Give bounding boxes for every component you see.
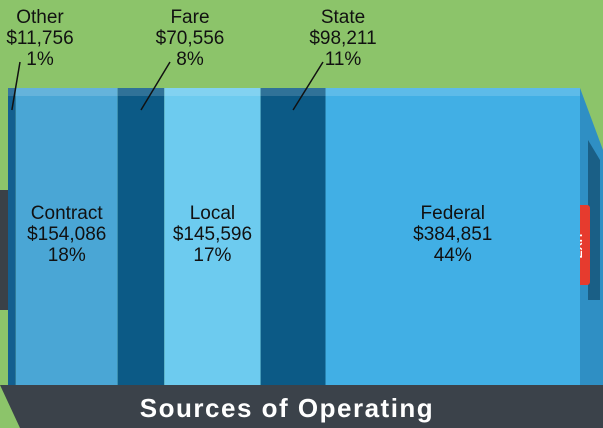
share-label: 44% bbox=[434, 245, 472, 266]
segments bbox=[8, 88, 580, 385]
segment-highlight bbox=[260, 88, 326, 96]
category-label: Federal bbox=[421, 203, 485, 224]
value-label: $384,851 bbox=[413, 224, 492, 245]
segment-highlight bbox=[15, 88, 118, 96]
category-label: Other bbox=[16, 7, 64, 28]
chart-title: Sources of Operating bbox=[140, 393, 434, 423]
segment-highlight bbox=[164, 88, 261, 96]
category-label: State bbox=[321, 7, 365, 28]
building-base bbox=[0, 385, 603, 428]
bar-segment bbox=[117, 88, 165, 385]
bar-segment bbox=[15, 88, 118, 385]
category-label: Fare bbox=[170, 7, 209, 28]
building-side-shade bbox=[588, 140, 600, 300]
share-label: 18% bbox=[48, 245, 86, 266]
share-label: 8% bbox=[176, 49, 204, 70]
category-label: Contract bbox=[31, 203, 104, 224]
share-label: 11% bbox=[325, 49, 362, 70]
share-label: 1% bbox=[26, 49, 54, 70]
value-label: $145,596 bbox=[173, 224, 252, 245]
segment-highlight bbox=[117, 88, 165, 96]
value-label: $11,756 bbox=[6, 28, 73, 49]
value-label: $98,211 bbox=[309, 28, 376, 49]
segment-highlight bbox=[8, 88, 16, 96]
category-label: Local bbox=[190, 203, 235, 224]
bar-segment bbox=[8, 88, 16, 385]
leader-line bbox=[11, 61, 21, 111]
leader-line bbox=[292, 61, 324, 111]
bar-segment bbox=[325, 88, 580, 385]
value-label: $154,086 bbox=[27, 224, 106, 245]
road-left bbox=[0, 190, 10, 310]
value-label: $70,556 bbox=[156, 28, 225, 49]
segment-highlight bbox=[325, 88, 580, 96]
bar-segment bbox=[260, 88, 326, 385]
bar-segment bbox=[164, 88, 261, 385]
leader-line bbox=[140, 61, 171, 111]
share-label: 17% bbox=[193, 245, 231, 266]
